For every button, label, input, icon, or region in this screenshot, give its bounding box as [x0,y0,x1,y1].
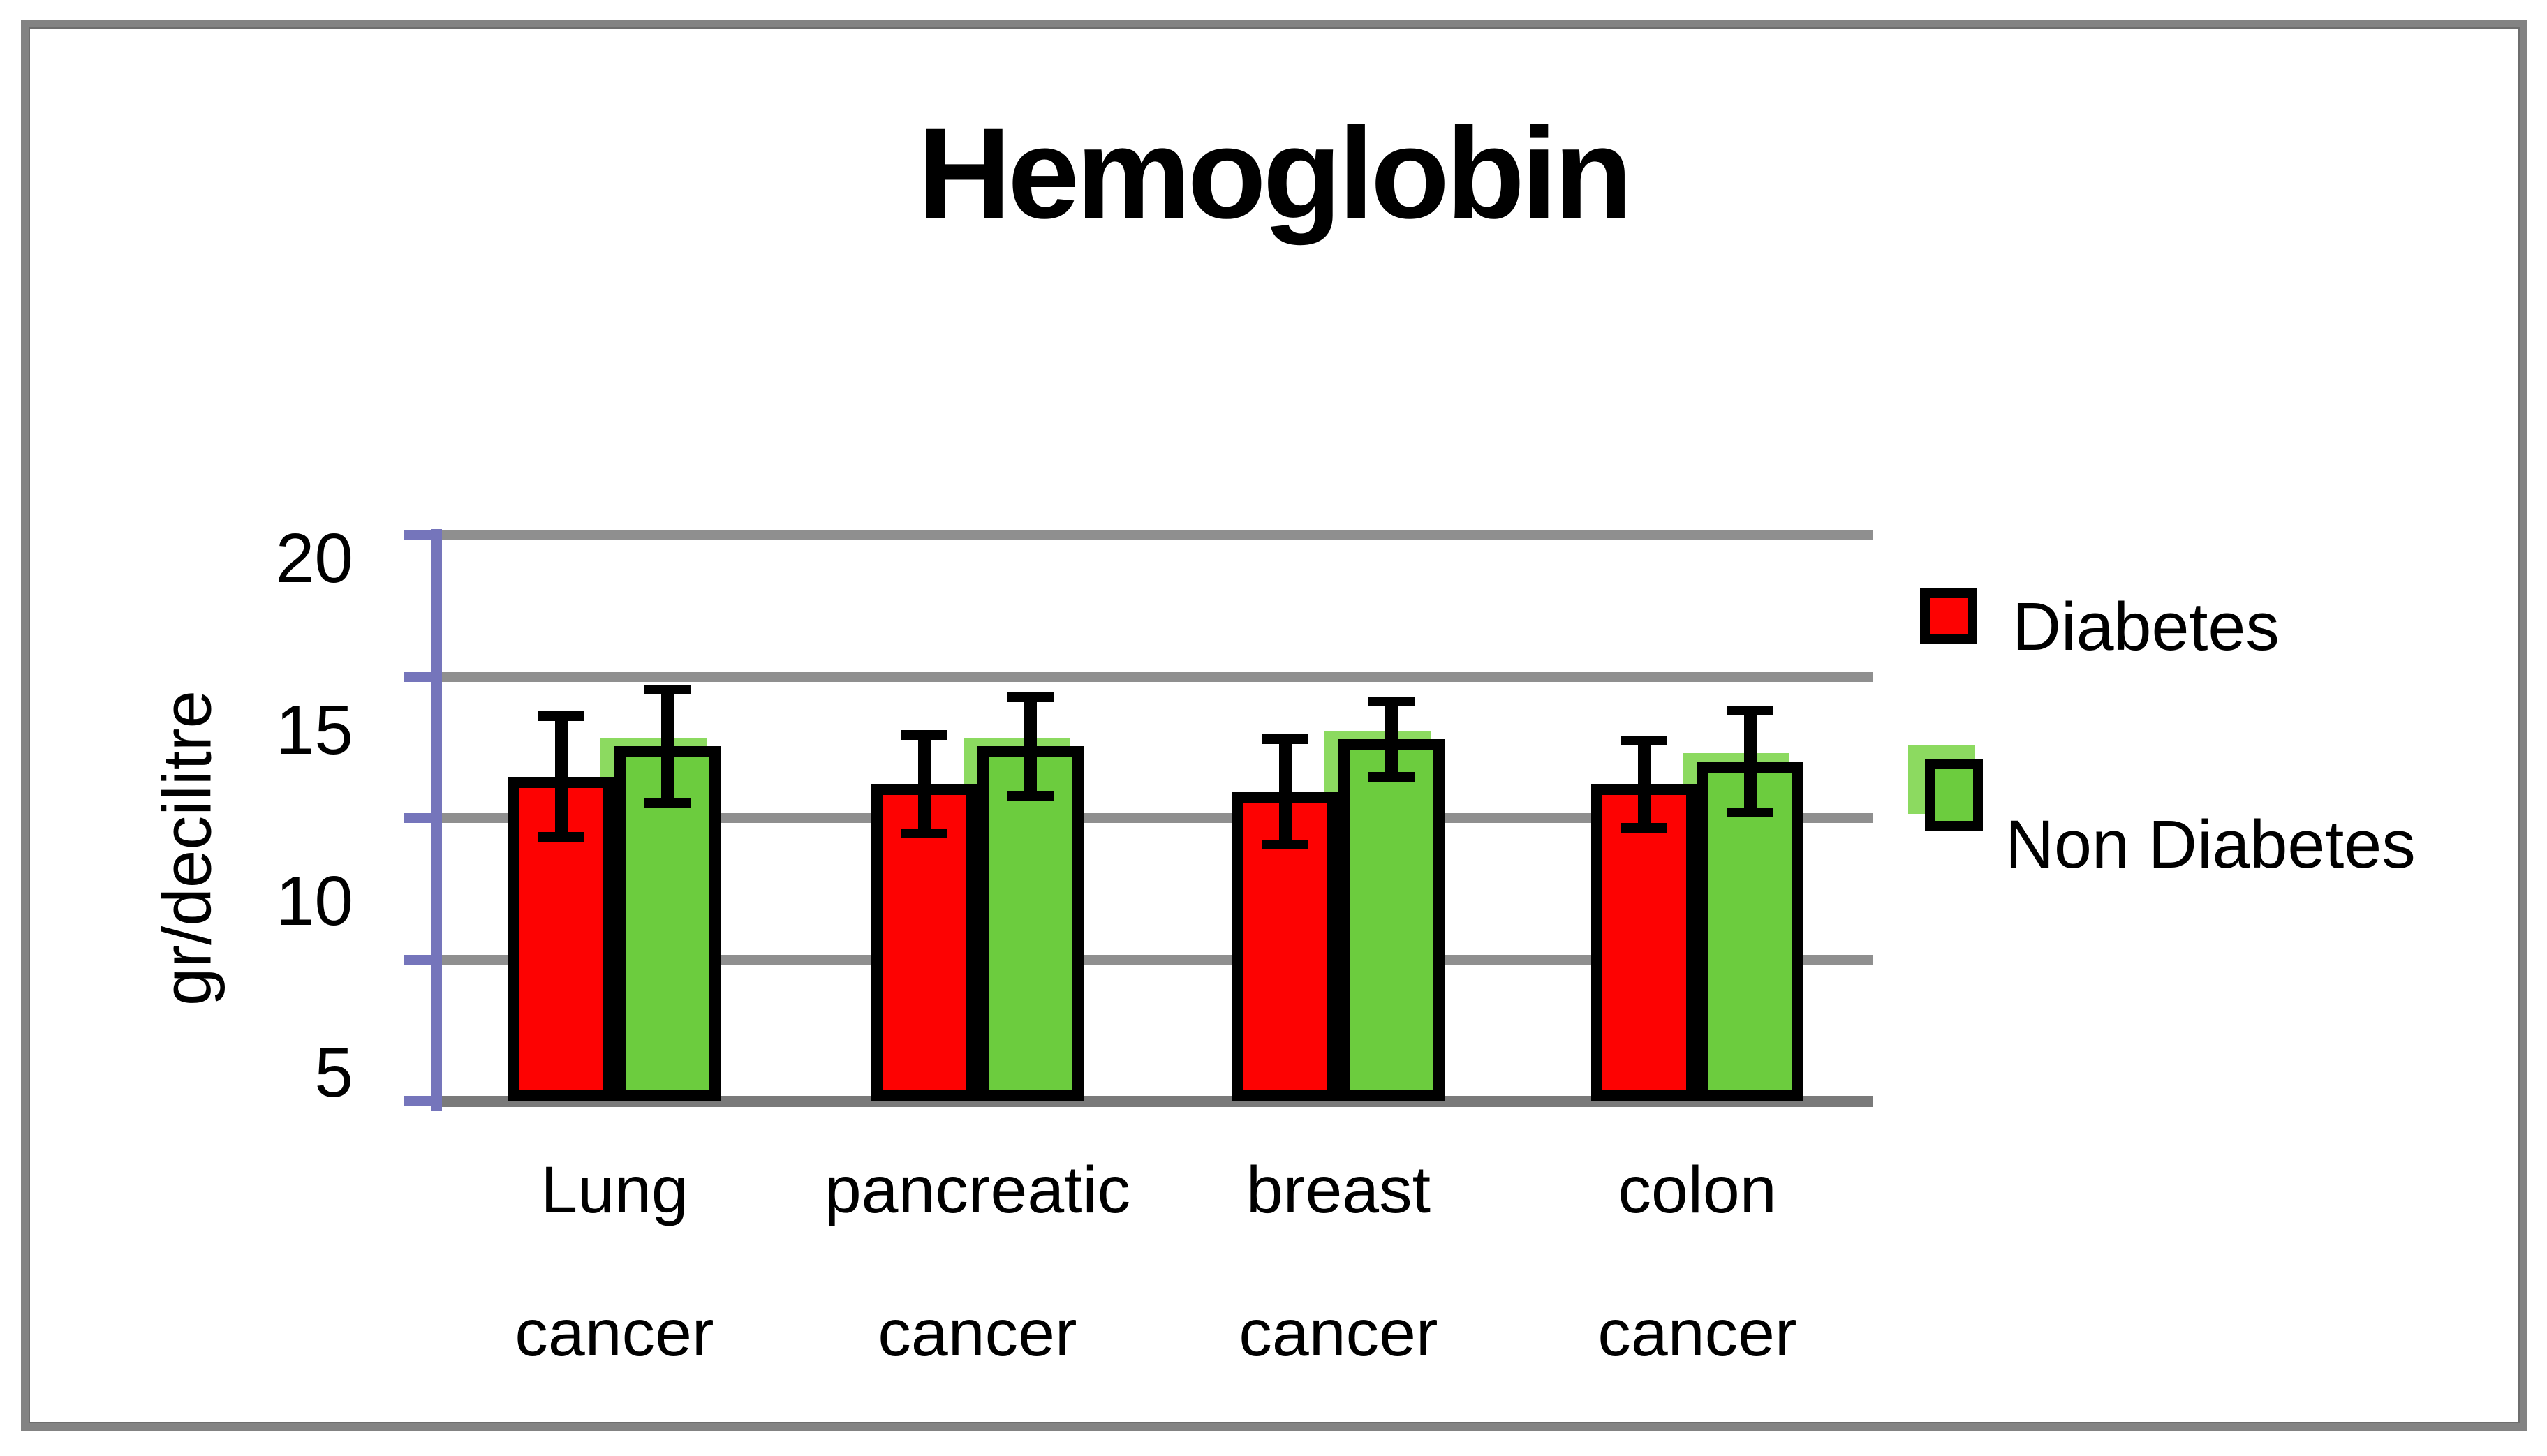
error-bar-diabetes-pancreatic-cap-bottom [901,828,947,838]
y-axis-tick [404,1096,431,1106]
error-bar-non-diabetes-pancreatic-line [1024,697,1037,796]
y-axis-tick [404,530,431,540]
legend-swatch-non-diabetes [1925,759,1983,831]
error-bar-non-diabetes-lung-cap-bottom [644,798,691,808]
y-axis-tick [404,671,431,682]
error-bar-diabetes-pancreatic-cap-top [901,730,947,741]
error-bar-non-diabetes-breast-cap-top [1368,696,1415,706]
category-label-lung: Lung [540,1153,688,1227]
bar-diabetes-breast [1232,792,1338,1101]
y-tick-label: 15 [275,690,353,769]
bar-diabetes-colon [1591,784,1697,1101]
error-bar-diabetes-pancreatic-line [918,735,931,833]
error-bar-non-diabetes-colon-cap-top [1727,706,1773,716]
error-bar-diabetes-colon-line [1638,741,1651,828]
figure-border [21,20,2527,1431]
y-tick-label: 5 [314,1033,353,1112]
error-bar-non-diabetes-pancreatic-cap-bottom [1007,790,1054,801]
legend-label-non-diabetes: Non Diabetes [2005,806,2416,882]
category-label-pancreatic: pancreatic [824,1153,1131,1227]
error-bar-diabetes-colon-cap-top [1621,736,1667,746]
gridline [433,954,1873,965]
error-bar-diabetes-breast-line [1279,738,1292,845]
error-bar-diabetes-lung-line [555,716,568,837]
y-axis-tick [404,813,431,823]
x-axis-line [433,1096,1873,1107]
category-label-breast-line2: cancer [1239,1296,1438,1370]
gridline [433,813,1873,823]
error-bar-diabetes-lung-cap-top [538,711,584,722]
error-bar-non-diabetes-colon-cap-bottom [1727,807,1773,817]
y-axis-line [431,529,442,1111]
category-label-colon-line2: cancer [1597,1296,1797,1370]
bar-non-diabetes-breast [1338,738,1445,1101]
y-tick-label: 10 [275,862,353,941]
category-label-lung-line2: cancer [515,1296,714,1370]
error-bar-diabetes-colon-cap-bottom [1621,822,1667,833]
chart-title: Hemoglobin [917,102,1633,246]
error-bar-non-diabetes-colon-line [1744,711,1757,812]
bar-non-diabetes-colon [1697,762,1803,1101]
bar-non-diabetes-pancreatic [977,746,1084,1101]
category-label-pancreatic-line2: cancer [878,1296,1077,1370]
error-bar-non-diabetes-breast-line [1385,701,1398,777]
error-bar-diabetes-lung-cap-bottom [538,832,584,842]
error-bar-diabetes-breast-cap-top [1262,734,1308,744]
gridline [433,530,1873,540]
legend-swatch-diabetes [1920,588,1977,644]
error-bar-non-diabetes-breast-cap-bottom [1368,771,1415,782]
error-bar-non-diabetes-pancreatic-cap-top [1007,692,1054,703]
y-axis-tick [404,954,431,965]
gridline [433,671,1873,682]
error-bar-non-diabetes-lung-cap-top [644,685,691,695]
y-tick-label: 20 [275,519,353,597]
category-label-breast: breast [1246,1153,1431,1227]
category-label-colon: colon [1618,1153,1777,1227]
error-bar-non-diabetes-lung-line [661,690,674,803]
legend-label-diabetes: Diabetes [2012,588,2280,664]
error-bar-diabetes-breast-cap-bottom [1262,839,1308,849]
